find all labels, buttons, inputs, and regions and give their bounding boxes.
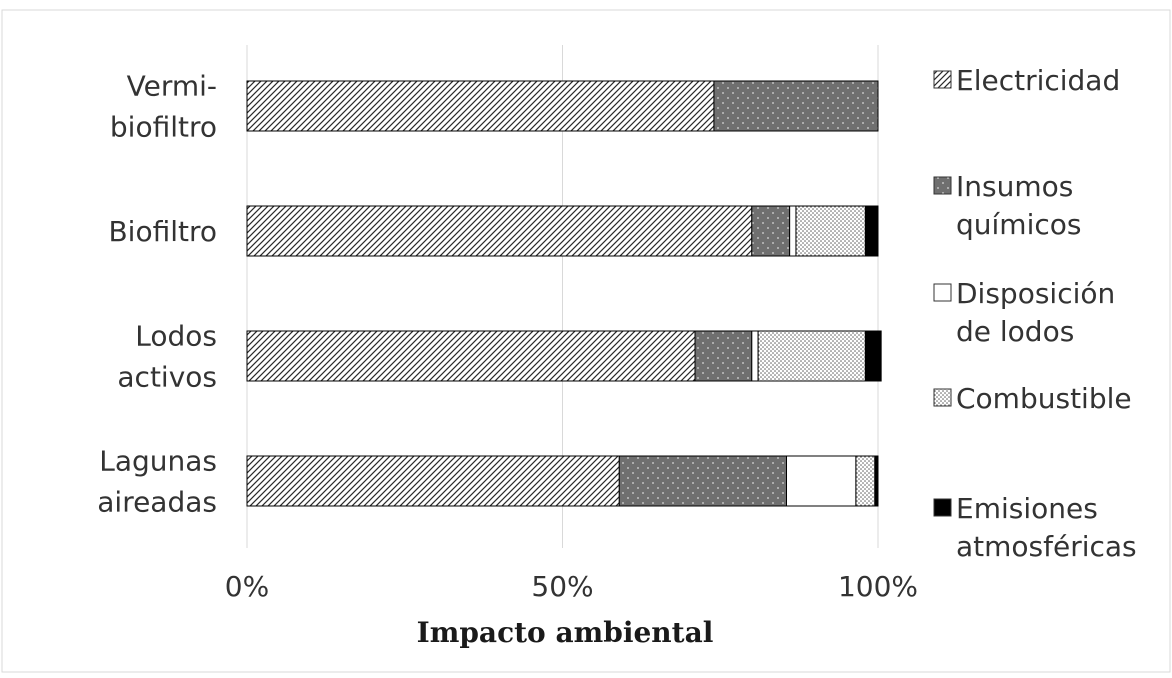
legend-swatch: [933, 70, 952, 89]
category-label: Vermi-biofiltro: [110, 70, 217, 144]
bar-segment: [246, 205, 753, 257]
legend-label: Disposición de lodos: [956, 277, 1115, 348]
bar-segment: [694, 330, 753, 382]
x-tick-label: 50%: [531, 570, 593, 603]
bar-segment: [713, 80, 879, 132]
bar-segment: [864, 205, 879, 257]
bar-segment: [795, 205, 866, 257]
bar-segment: [246, 330, 696, 382]
legend-swatch: [933, 176, 952, 195]
bar-segment: [618, 455, 788, 507]
bar-segment: [757, 330, 866, 382]
category-label: Lagunas aireadas: [97, 445, 217, 519]
category-label: Biofiltro: [108, 215, 217, 248]
bar-segment: [751, 330, 759, 382]
bar-segment: [855, 455, 876, 507]
bar-segment: [246, 80, 715, 132]
legend-swatch: [933, 498, 952, 517]
bar-segment: [246, 455, 620, 507]
legend-swatch: [933, 388, 952, 407]
x-tick-label: 100%: [838, 570, 918, 603]
bar-segment: [751, 205, 791, 257]
x-axis-title: Impacto ambiental: [417, 616, 714, 649]
legend-swatch: [933, 283, 952, 302]
legend-label: Electricidad: [956, 64, 1120, 97]
legend-label: Emisiones atmosféricas: [956, 492, 1137, 563]
category-label: Lodos activos: [117, 320, 217, 394]
legend-label: Combustible: [956, 382, 1132, 415]
bar-segment: [864, 330, 882, 382]
legend-label: Insumos químicos: [956, 170, 1081, 241]
bar-segment: [874, 455, 879, 507]
x-tick-label: 0%: [225, 570, 269, 603]
bar-segment: [786, 455, 857, 507]
bar-segment: [789, 205, 797, 257]
